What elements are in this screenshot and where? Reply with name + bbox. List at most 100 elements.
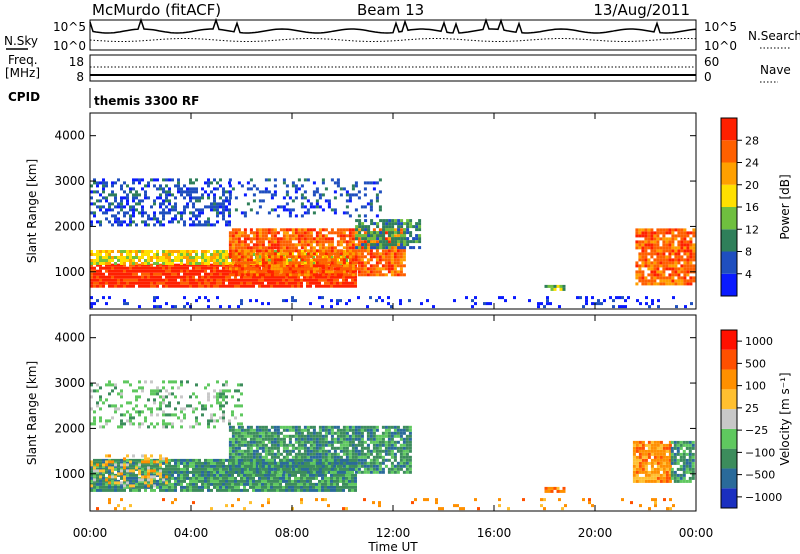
heatmap-cell <box>132 193 135 197</box>
heatmap-cell <box>210 281 213 285</box>
heatmap-cell <box>240 479 243 483</box>
heatmap-cell <box>324 467 328 471</box>
heatmap-cell <box>222 199 225 203</box>
heatmap-cell <box>348 281 351 285</box>
heatmap-cell <box>375 425 379 429</box>
heatmap-cell <box>240 249 244 253</box>
heatmap-cell <box>387 240 391 244</box>
heatmap-cell <box>249 428 253 432</box>
heatmap-cell <box>288 473 291 477</box>
heatmap-cell <box>237 284 240 288</box>
heatmap-cell <box>540 302 543 306</box>
heatmap-cell <box>360 252 364 256</box>
heatmap-cell <box>243 470 247 474</box>
heatmap-cell <box>129 464 132 468</box>
heatmap-cell <box>303 488 306 492</box>
heatmap-cell <box>144 481 147 485</box>
heatmap-cell <box>258 234 262 238</box>
heatmap-cell <box>381 458 385 462</box>
heatmap-cell <box>659 279 663 283</box>
heatmap-cell <box>291 199 295 203</box>
heatmap-cell <box>345 240 349 244</box>
heatmap-cell <box>348 246 352 250</box>
heatmap-cell <box>345 246 349 250</box>
heatmap-cell <box>650 234 654 238</box>
heatmap-cell <box>388 228 392 232</box>
heatmap-cell <box>390 258 394 262</box>
heatmap-cell <box>228 243 232 247</box>
heatmap-cell <box>228 273 232 277</box>
heatmap-cell <box>258 455 262 459</box>
heatmap-cell <box>351 470 354 474</box>
heatmap-cell <box>264 284 267 288</box>
heatmap-cell <box>300 461 304 465</box>
heatmap-cell <box>318 249 322 253</box>
heatmap-cell <box>306 449 310 453</box>
heatmap-cell <box>249 208 253 212</box>
heatmap-cell <box>641 255 645 259</box>
heatmap-cell <box>345 273 349 277</box>
heatmap-cell <box>309 278 312 282</box>
heatmap-cell <box>354 464 358 468</box>
heatmap-cell <box>171 470 174 474</box>
heatmap-cell <box>562 284 566 288</box>
heatmap-cell <box>165 199 168 203</box>
heatmap-cell <box>114 263 117 267</box>
heatmap-cell <box>129 256 132 259</box>
heatmap-cell <box>252 452 256 456</box>
heatmap-cell <box>237 431 241 435</box>
heatmap-cell <box>297 470 301 474</box>
heatmap-cell <box>360 452 364 456</box>
heatmap-cell <box>653 243 657 247</box>
heatmap-cell <box>156 217 159 221</box>
heatmap-cell <box>285 434 289 438</box>
cpid-value: themis 3300 RF <box>94 94 199 108</box>
heatmap-cell <box>111 256 114 259</box>
heatmap-cell <box>141 220 144 224</box>
heatmap-cell <box>285 184 289 188</box>
heatmap-cell <box>351 278 354 282</box>
heatmap-cell <box>276 437 280 441</box>
heatmap-cell <box>471 305 474 309</box>
heatmap-cell <box>282 299 285 303</box>
heatmap-cell <box>243 437 247 441</box>
heatmap-cell <box>692 279 696 283</box>
heatmap-cell <box>354 425 358 429</box>
heatmap-cell <box>674 234 678 238</box>
heatmap-cell <box>324 473 327 477</box>
heatmap-cell <box>354 467 358 471</box>
heatmap-cell <box>312 273 316 277</box>
heatmap-cell <box>177 253 180 256</box>
heatmap-cell <box>369 240 373 244</box>
heatmap-cell <box>135 466 138 470</box>
heatmap-cell <box>90 473 93 477</box>
heatmap-cell <box>291 464 294 468</box>
heatmap-cell <box>683 264 687 268</box>
heatmap-cell <box>339 261 343 265</box>
heatmap-cell <box>312 461 316 465</box>
heatmap-cell <box>249 231 253 235</box>
heatmap-cell <box>351 467 355 471</box>
heatmap-cell <box>258 425 262 429</box>
heatmap-cell <box>638 476 642 480</box>
heatmap-cell <box>252 470 256 474</box>
heatmap-cell <box>327 270 331 274</box>
heatmap-cell <box>653 264 657 268</box>
heatmap-cell <box>312 228 316 232</box>
heatmap-cell <box>318 461 322 465</box>
heatmap-cell <box>387 446 391 450</box>
heatmap-cell <box>258 488 261 492</box>
heatmap-cell <box>126 250 129 253</box>
heatmap-cell <box>90 476 93 480</box>
heatmap-cell <box>315 437 319 441</box>
heatmap-cell <box>674 237 678 241</box>
heatmap-cell <box>219 211 222 215</box>
heatmap-cell <box>379 231 383 235</box>
heatmap-cell <box>90 259 93 262</box>
heatmap-cell <box>354 482 357 486</box>
heatmap-cell <box>321 440 325 444</box>
heatmap-cell <box>96 259 99 262</box>
heatmap-cell <box>234 476 237 480</box>
heatmap-cell <box>312 275 315 279</box>
heatmap-cell <box>351 261 355 265</box>
